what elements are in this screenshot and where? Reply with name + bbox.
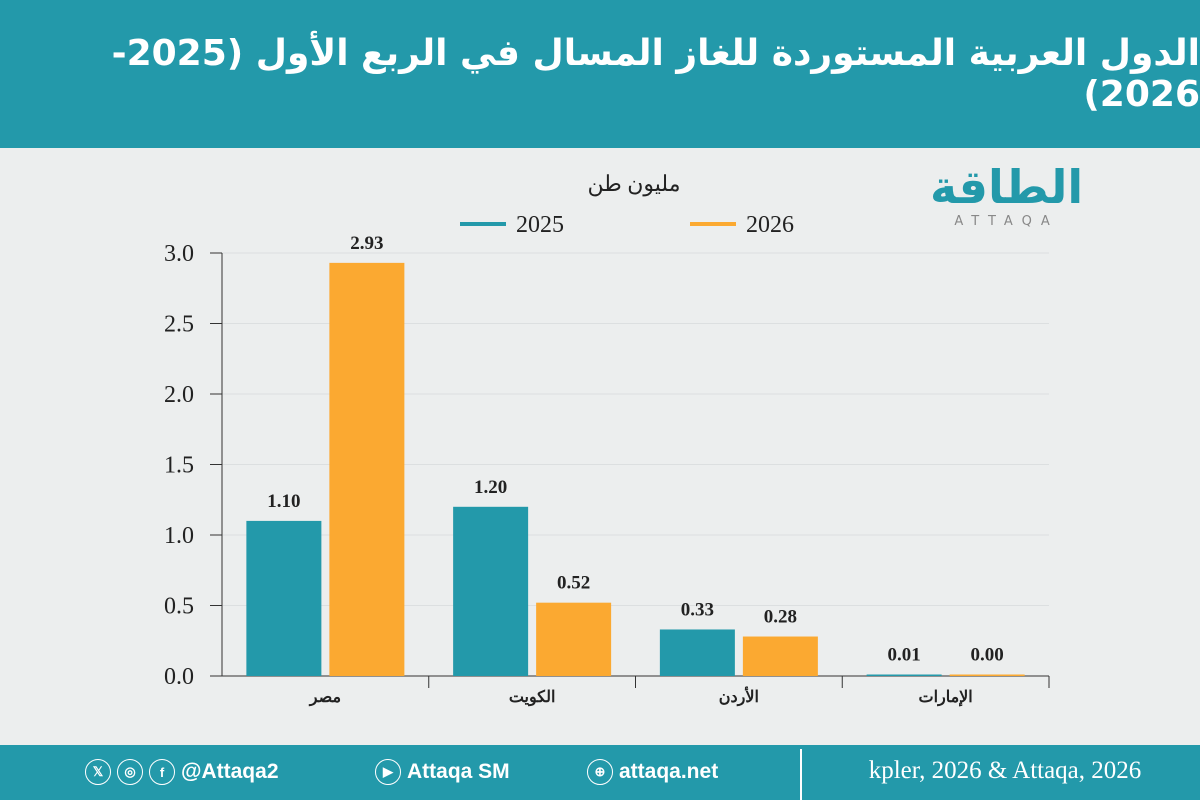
data-label: 2.93 <box>350 233 383 254</box>
y-tick-label: 1.0 <box>164 523 194 549</box>
data-label: 1.10 <box>267 491 300 512</box>
bar-2026-2 <box>742 636 818 676</box>
data-label: 1.20 <box>474 477 507 498</box>
instagram-icon[interactable]: ◎ <box>117 759 143 785</box>
y-axis-unit: مليون طن <box>588 171 681 197</box>
chart-title: الدول العربية المستوردة للغاز المسال في … <box>111 33 1200 115</box>
bar-2025-2 <box>659 629 735 676</box>
data-label: 0.01 <box>888 645 921 666</box>
facebook-icon[interactable]: f <box>149 759 175 785</box>
data-label: 0.33 <box>681 599 714 620</box>
youtube-icon[interactable]: ▶ <box>375 759 401 785</box>
x-icon[interactable]: 𝕏 <box>85 759 111 785</box>
legend-label-2026: 2026 <box>746 212 794 238</box>
source-text: kpler, 2026 & Attaqa, 2026 <box>868 757 1142 784</box>
website-link[interactable]: attaqa.net <box>619 760 719 783</box>
data-label: 0.00 <box>971 645 1004 666</box>
social-twitter[interactable]: 𝕏 ◎ f @Attaqa2 <box>85 759 279 785</box>
data-label: 0.28 <box>764 607 797 628</box>
y-tick-label: 3.0 <box>164 241 194 267</box>
globe-icon[interactable]: ⊕ <box>587 759 613 785</box>
y-tick-label: 1.5 <box>164 453 194 479</box>
y-tick-label: 0.5 <box>164 594 194 620</box>
bar-2026-3 <box>949 674 1025 676</box>
bar-2025-0 <box>246 520 322 676</box>
social-website[interactable]: ⊕ attaqa.net <box>587 759 718 785</box>
twitter-handle[interactable]: @Attaqa2 <box>181 760 279 783</box>
y-tick-label: 2.0 <box>164 382 194 408</box>
x-tick-label: الإمارات <box>919 689 973 707</box>
y-tick-label: 2.5 <box>164 312 194 338</box>
data-label: 0.52 <box>557 573 590 594</box>
y-tick-label: 0.0 <box>164 664 194 690</box>
bar-2026-1 <box>536 602 612 676</box>
attaqa-logo: الطاقة ATTAQA <box>930 160 1084 229</box>
footer-divider <box>800 749 802 800</box>
bar-2025-3 <box>866 674 942 676</box>
youtube-handle[interactable]: Attaqa SM <box>407 760 510 783</box>
social-youtube[interactable]: ▶ Attaqa SM <box>375 759 510 785</box>
x-tick-label: مصر <box>309 689 341 707</box>
x-tick-label: الكويت <box>509 689 556 707</box>
footer: 𝕏 ◎ f @Attaqa2 ▶ Attaqa SM ⊕ attaqa.net … <box>0 745 1200 800</box>
bar-2025-1 <box>453 506 529 676</box>
legend-label-2025: 2025 <box>516 212 564 238</box>
bar-2026-0 <box>329 262 405 676</box>
bar-chart: 0.0 0.5 1.0 1.5 2.0 2.5 3.0 مليون طن 2025 2026 مصر… <box>164 171 1050 707</box>
chart-title-bar: الدول العربية المستوردة للغاز المسال في … <box>0 0 1200 148</box>
x-tick-label: الأردن <box>719 686 759 707</box>
